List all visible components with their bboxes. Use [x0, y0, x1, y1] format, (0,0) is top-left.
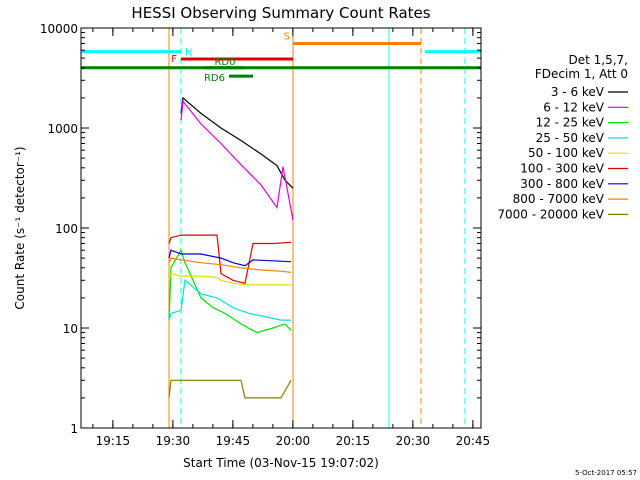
legend-label-0: 3 - 6 keV	[551, 85, 605, 99]
series-line-6	[168, 249, 292, 267]
legend-label-4: 50 - 100 keV	[528, 146, 605, 160]
flag-label-n: N	[185, 48, 192, 59]
x-tick-label-5: 20:30	[396, 434, 431, 448]
legend-header-1: FDecim 1, Att 0	[535, 67, 628, 81]
flag-label-rd0: RD0	[214, 57, 235, 68]
series-line-5	[168, 234, 292, 285]
series-line-2	[168, 248, 292, 334]
x-axis-label: Start Time (03-Nov-15 19:07:02)	[183, 456, 379, 470]
legend-label-1: 6 - 12 keV	[543, 100, 605, 114]
legend-label-2: 12 - 25 keV	[536, 116, 605, 130]
legend-label-5: 100 - 300 keV	[520, 162, 604, 176]
x-tick-label-1: 19:30	[156, 434, 191, 448]
y-tick-label-3: 1000	[47, 122, 78, 136]
series-line-1	[180, 99, 294, 221]
x-tick-label-2: 19:45	[216, 434, 251, 448]
legend-label-6: 300 - 800 keV	[520, 177, 604, 191]
y-tick-label-1: 10	[63, 322, 78, 336]
flag-label-rd6: RD6	[204, 73, 225, 84]
legend-label-7: 800 - 7000 keV	[513, 192, 605, 206]
y-tick-label-4: 10000	[40, 22, 78, 36]
x-tick-label-4: 20:15	[336, 434, 371, 448]
footer-timestamp: 5-Oct-2017 05:57	[575, 469, 637, 477]
plot-layer: N S F RD0 RD6	[80, 28, 481, 428]
y-axis-label: Count Rate (s⁻¹ detector⁻¹)	[13, 146, 27, 309]
chart-title: HESSI Observing Summary Count Rates	[131, 4, 430, 22]
y-tick-label-0: 1	[70, 422, 78, 436]
series-line-7	[168, 257, 292, 273]
flag-label-s: S	[284, 31, 290, 42]
flag-label-f: F	[171, 54, 177, 65]
legend-label-8: 7000 - 20000 keV	[497, 207, 604, 221]
series-line-4	[168, 272, 291, 286]
series-line-3	[168, 279, 291, 321]
y-tick-label-2: 100	[55, 222, 78, 236]
legend-label-3: 25 - 50 keV	[536, 131, 605, 145]
x-tick-label-0: 19:15	[96, 434, 131, 448]
x-tick-label-6: 20:45	[456, 434, 491, 448]
axis-layer: 19:15 19:30 19:45 20:00 20:15 20:30 20:45 1 10 10…	[40, 22, 490, 448]
series-line-8	[168, 379, 292, 399]
series-line-0	[180, 96, 294, 189]
legend-header-0: Det 1,5,7,	[569, 53, 629, 67]
x-tick-label-3: 20:00	[276, 434, 311, 448]
